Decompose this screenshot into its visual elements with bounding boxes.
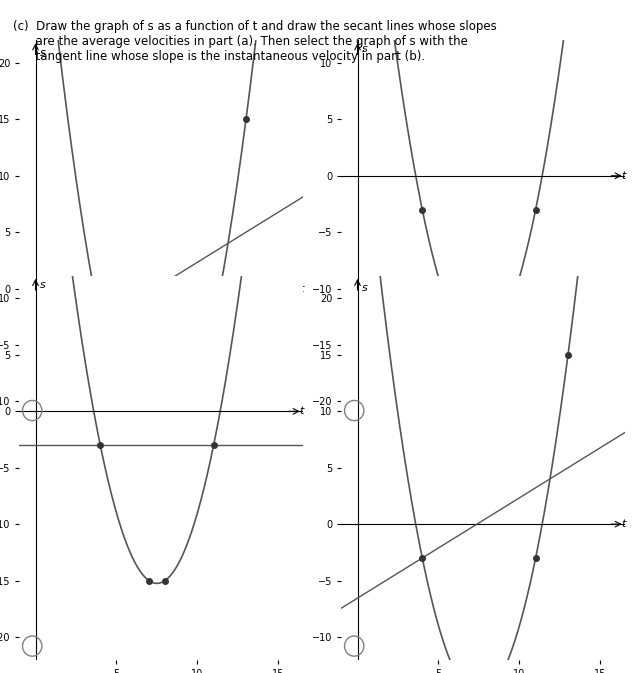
Text: s: s <box>41 280 46 290</box>
Text: t: t <box>299 283 304 293</box>
Text: t: t <box>621 519 626 529</box>
Text: s: s <box>41 48 46 58</box>
Text: t: t <box>621 171 626 181</box>
Text: s: s <box>363 44 368 55</box>
Text: s: s <box>363 283 368 293</box>
Text: t: t <box>299 406 304 417</box>
Text: (c)  Draw the graph of s as a function of t and draw the secant lines whose slop: (c) Draw the graph of s as a function of… <box>13 20 497 63</box>
